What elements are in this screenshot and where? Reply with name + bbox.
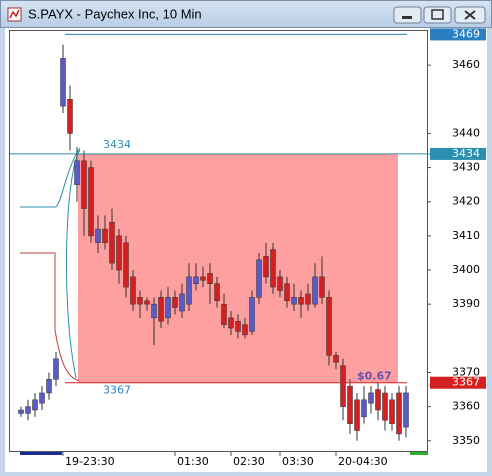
candle-body <box>116 235 122 271</box>
price-level-label: 3434 <box>452 147 480 160</box>
plot-frame <box>9 30 428 452</box>
candle-body <box>221 303 227 325</box>
level-note: 3434 <box>103 138 131 151</box>
candle-body <box>95 228 101 243</box>
candle-body <box>18 409 24 414</box>
candle-body <box>207 273 213 284</box>
y-tick-label: 3460 <box>452 58 480 71</box>
candle-body <box>123 242 129 288</box>
y-tick-label: 3390 <box>452 297 480 310</box>
candle-body <box>361 399 367 418</box>
candle-body <box>32 399 38 411</box>
maximize-glyph <box>431 9 444 20</box>
level-note: 3367 <box>103 384 131 397</box>
candle-body <box>305 293 311 305</box>
minimize-button[interactable] <box>393 6 422 24</box>
candle-body <box>312 276 318 305</box>
close-glyph <box>464 10 476 20</box>
price-level-box <box>430 147 486 160</box>
candle-body <box>284 283 290 302</box>
price-level-label: 3367 <box>452 376 480 389</box>
candle-body <box>186 276 192 305</box>
y-tick-label: 3410 <box>452 229 480 242</box>
x-tick-label: 03:30 <box>282 455 314 468</box>
candle-body <box>256 259 262 298</box>
candle-body <box>319 276 325 298</box>
candle-body <box>263 256 269 278</box>
candle-body <box>25 406 31 414</box>
maximize-button[interactable] <box>423 6 452 24</box>
price-level-box <box>430 376 486 389</box>
y-tick-label: 3440 <box>452 126 480 139</box>
candle-body <box>74 160 80 185</box>
candle-body <box>333 355 339 363</box>
window-title: S.PAYX - Paychex Inc, 10 Min <box>28 6 202 21</box>
candle-body <box>144 300 150 305</box>
candle-body <box>368 392 374 404</box>
y-tick-label: 3430 <box>452 161 480 174</box>
scroll-indicator <box>20 452 62 455</box>
minimize-glyph <box>402 16 412 19</box>
candle-body <box>60 58 66 107</box>
y-tick-label: 3360 <box>452 400 480 413</box>
price-level-box <box>430 28 486 41</box>
y-tick-label: 3350 <box>452 434 480 447</box>
price-level-label: 3469 <box>452 27 480 40</box>
candle-body <box>88 167 94 237</box>
y-tick-label: 3420 <box>452 195 480 208</box>
candle-body <box>151 303 157 319</box>
candle-body <box>102 228 108 243</box>
candle-body <box>130 276 136 305</box>
live-indicator <box>410 452 428 455</box>
candle-body <box>403 392 409 428</box>
candle-body <box>326 297 332 356</box>
candle-body <box>158 297 164 322</box>
candle-body <box>200 276 206 281</box>
candle-body <box>193 276 199 284</box>
candle-body <box>277 276 283 291</box>
y-tick-label: 3370 <box>452 365 480 378</box>
window-buttons[interactable] <box>393 6 486 24</box>
candle-body <box>81 160 87 209</box>
candle-body <box>389 399 395 424</box>
candle-body <box>382 392 388 421</box>
candle-body <box>291 297 297 305</box>
candle-body <box>172 297 178 308</box>
candle-body <box>179 293 185 312</box>
candle-body <box>109 221 115 264</box>
candle-body <box>375 389 381 411</box>
candle-body <box>46 379 52 394</box>
candle-body <box>214 283 220 302</box>
candle-body <box>228 317 234 329</box>
candle-body <box>137 297 143 305</box>
candle-body <box>347 385 353 424</box>
window-icon-glyph <box>9 9 20 19</box>
candle-body <box>396 392 402 435</box>
x-tick-label: 02:30 <box>233 455 265 468</box>
candle-body <box>354 399 360 431</box>
candle-body <box>298 297 304 305</box>
candle-body <box>249 297 255 332</box>
candle-body <box>242 324 248 336</box>
price-zone <box>78 153 398 383</box>
x-tick-label: 01:30 <box>177 455 209 468</box>
annotation: $0.67 <box>357 370 392 383</box>
x-tick-label: 19-23:30 <box>65 455 115 468</box>
indicator-line <box>20 252 81 382</box>
x-tick-label: 20-04:30 <box>338 455 388 468</box>
candle-body <box>340 365 346 407</box>
candle-body <box>235 320 241 332</box>
candle-body <box>53 358 59 380</box>
candle-body <box>165 297 171 319</box>
candle-body <box>39 392 45 404</box>
y-tick-label: 3400 <box>452 263 480 276</box>
candle-body <box>67 99 73 134</box>
candle-body <box>270 249 276 288</box>
indicator-line <box>20 147 81 208</box>
